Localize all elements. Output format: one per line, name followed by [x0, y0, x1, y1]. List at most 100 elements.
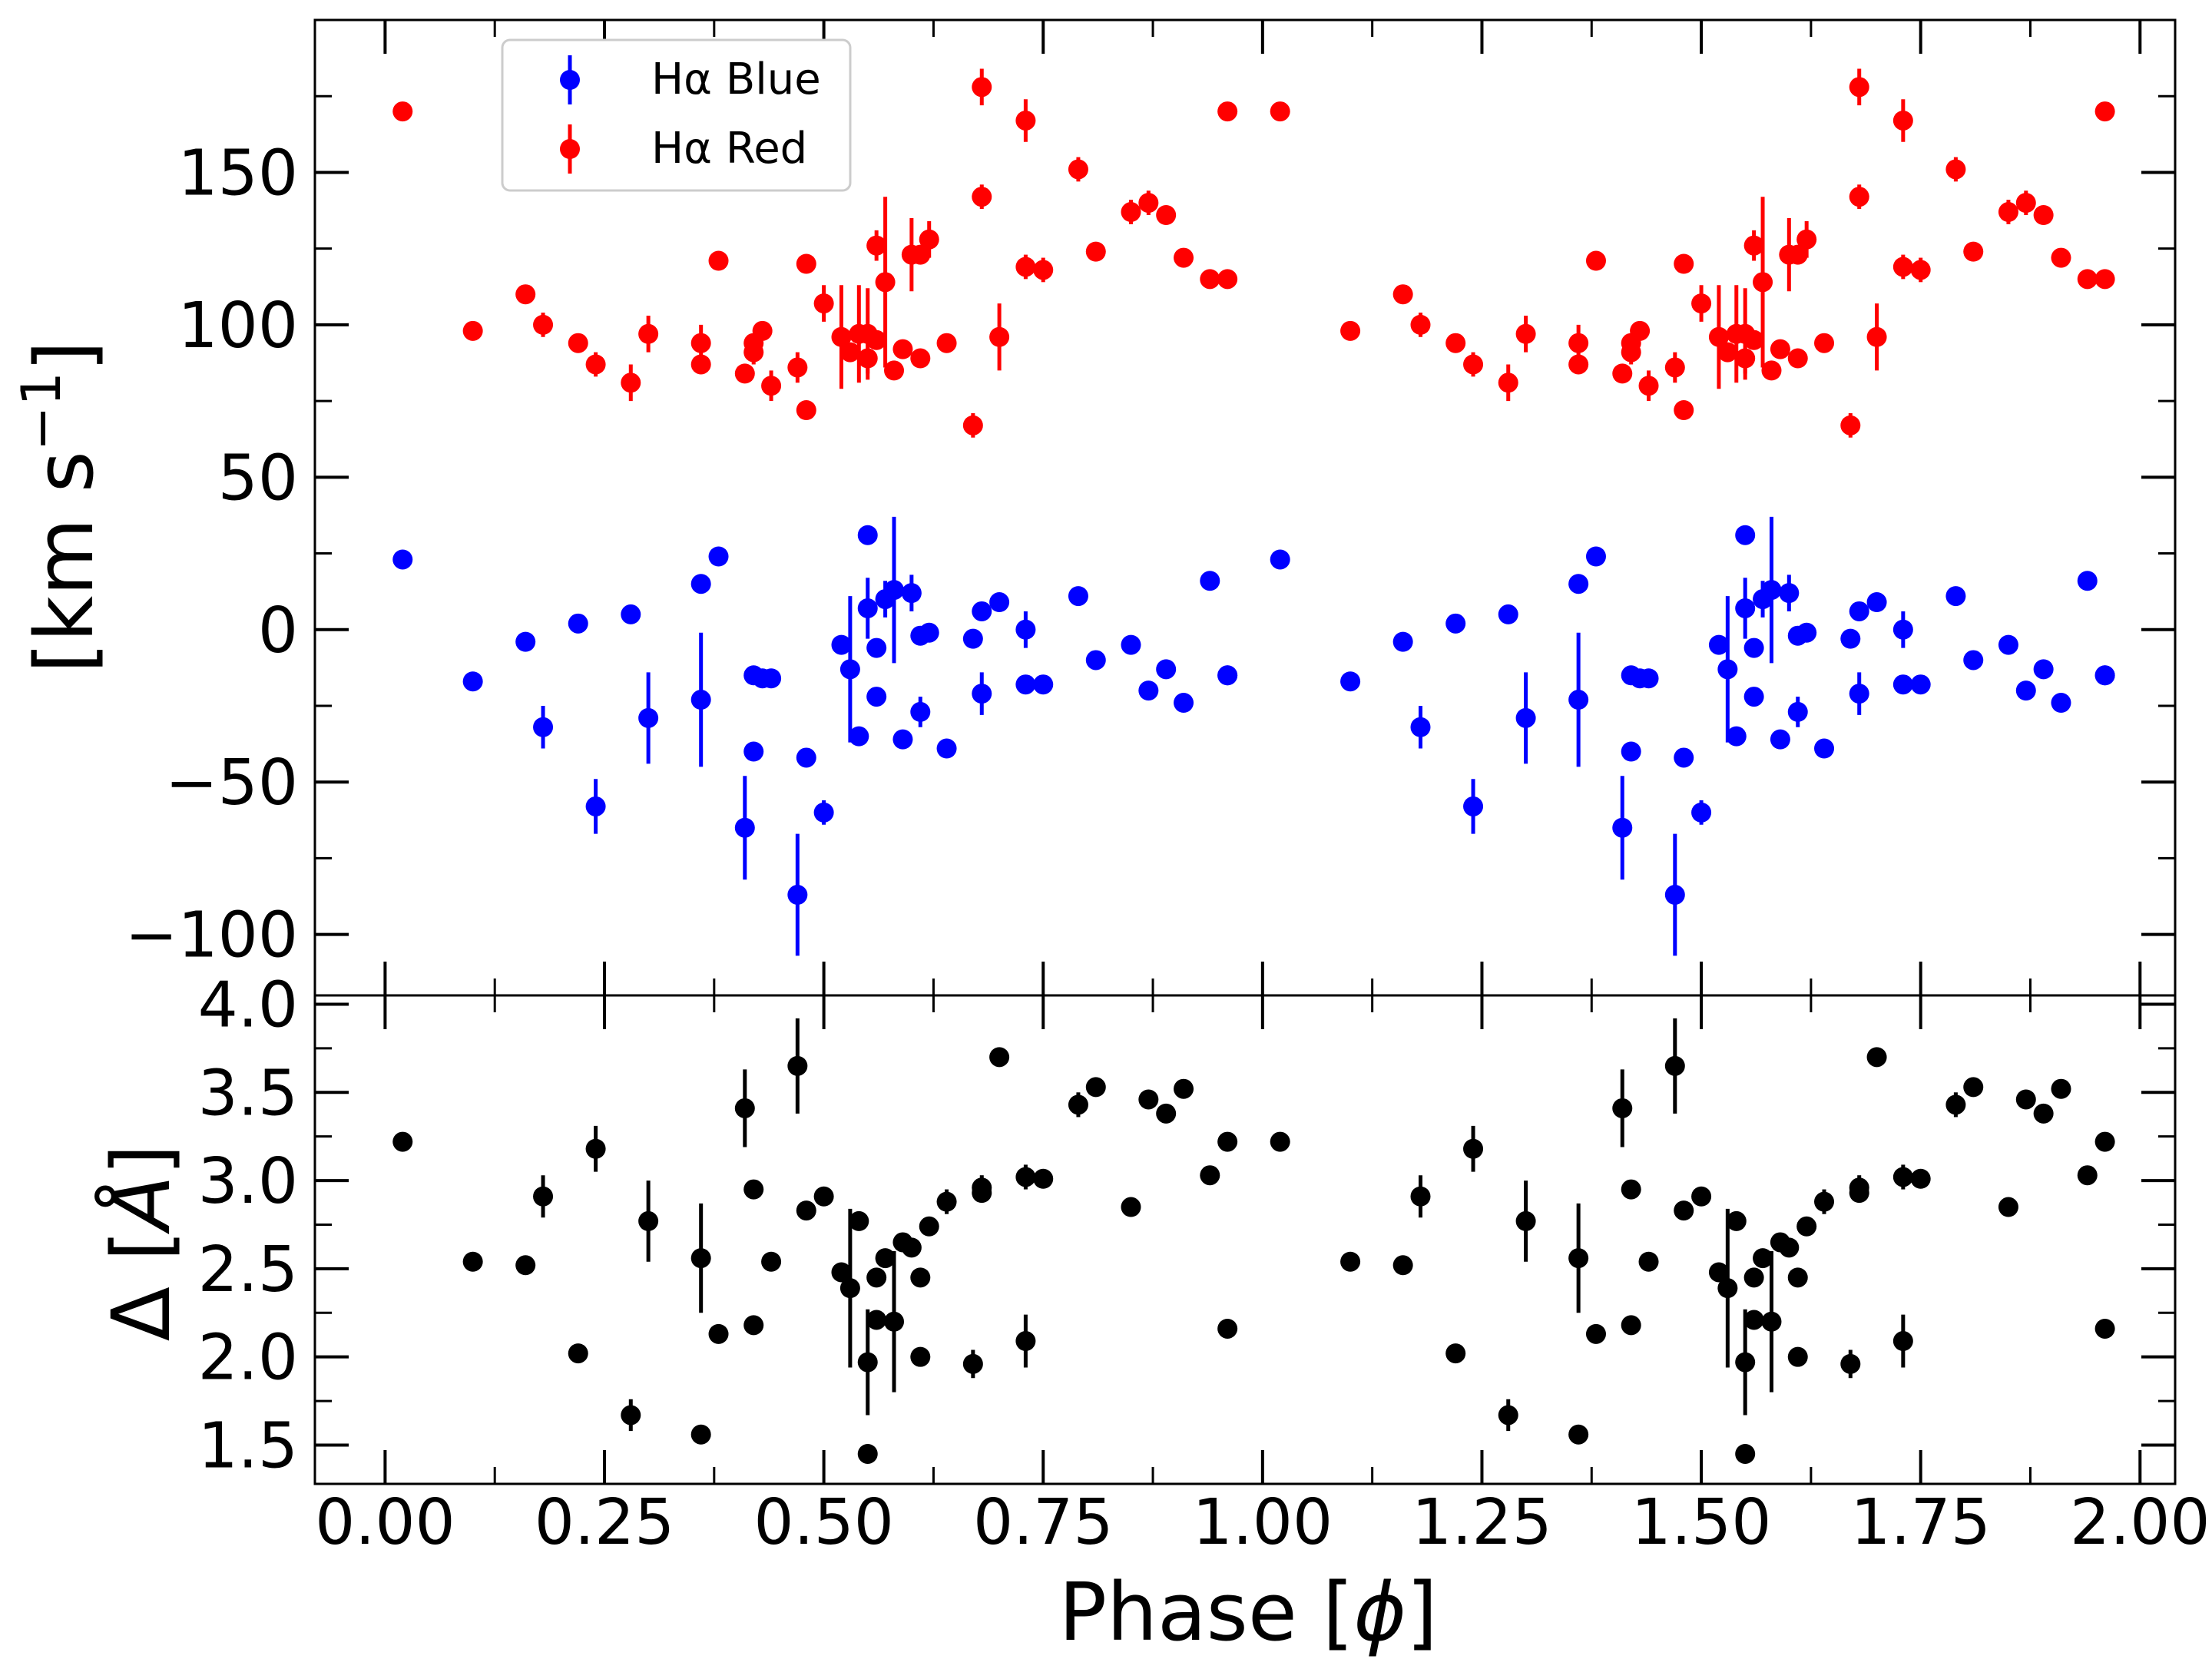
top-h-blue-point — [1568, 690, 1589, 710]
legend-frame — [501, 38, 852, 192]
top-h-red-point — [962, 415, 983, 435]
legend-red-marker — [560, 139, 580, 159]
top-h-red-point — [1392, 284, 1413, 305]
xtick-label: 0.75 — [973, 1486, 1114, 1559]
top-h-red-point — [1630, 320, 1651, 341]
top-h-red-point — [796, 400, 816, 420]
bottom-delta-point — [1945, 1094, 1966, 1115]
top-h-blue-point — [1708, 634, 1729, 655]
bottom-delta-point — [392, 1131, 413, 1152]
top-h-red-point — [1674, 400, 1694, 420]
top-h-blue-point — [1270, 549, 1290, 570]
top-h-red-point — [2033, 205, 2054, 225]
top-h-red-point — [1743, 235, 1764, 256]
bottom-delta-point — [2094, 1131, 2115, 1152]
top-h-blue-point — [884, 580, 905, 601]
bottom-delta-point — [839, 1278, 860, 1299]
bottom-delta-point — [831, 1262, 852, 1283]
top-h-blue-point — [392, 549, 413, 570]
bottom-delta-point — [866, 1267, 887, 1288]
top-panel: −100 −50 0 50 100 150 — [125, 18, 2177, 997]
top-h-red-point — [910, 348, 931, 369]
top-h-red-point — [1708, 326, 1729, 347]
bottom-delta-point — [1138, 1089, 1159, 1110]
top-h-blue-point — [866, 637, 887, 658]
top-h-blue-point — [1156, 659, 1177, 680]
bottom-delta-point — [1410, 1186, 1431, 1207]
legend-entry-blue: Hα Blue — [560, 55, 821, 104]
top-h-red-point — [1743, 329, 1764, 350]
bottom-panel: 1.5 2.0 2.5 3.0 3.5 4.0 0.00 0.25 0.50 0.75 1.00 1.… — [198, 969, 2210, 1559]
top-h-blue-point — [621, 604, 641, 624]
bottom-delta-point — [690, 1424, 711, 1445]
top-h-red-point — [638, 323, 659, 344]
top-h-red-point — [761, 376, 782, 396]
top-h-blue-point — [1674, 747, 1694, 768]
bottom-delta-point — [1717, 1278, 1738, 1299]
bottom-delta-point — [734, 1098, 755, 1118]
legend: Hα Blue Hα Red — [501, 38, 852, 192]
bottom-delta-point — [1200, 1165, 1220, 1186]
top-h-red-point — [1892, 110, 1913, 131]
bottom-delta-point — [743, 1315, 764, 1336]
bottom-ytick-label: 2.5 — [198, 1233, 298, 1306]
top-h-red-point — [1515, 323, 1536, 344]
top-h-blue-point — [1770, 729, 1790, 750]
top-h-blue-point — [1121, 634, 1141, 655]
top-h-blue-point — [1445, 613, 1466, 634]
bottom-delta-point — [1392, 1255, 1413, 1276]
top-h-blue-point — [1796, 622, 1817, 643]
x-axis-label: Phase [ϕ] — [1058, 1565, 1437, 1659]
top-h-blue-point — [2077, 571, 2098, 591]
top-h-red-point — [2077, 269, 2098, 290]
bottom-delta-point — [1085, 1077, 1106, 1098]
top-h-red-point — [1691, 293, 1712, 314]
top-h-blue-point — [1033, 674, 1054, 695]
top-h-blue-point — [796, 747, 816, 768]
top-h-red-point — [1998, 202, 2018, 223]
top-h-blue-point — [585, 796, 606, 816]
bottom-delta-point — [2094, 1318, 2115, 1339]
top-h-red-point — [568, 333, 588, 353]
legend-blue-label: Hα Blue — [651, 55, 821, 104]
xtick-label: 1.25 — [1412, 1486, 1552, 1559]
top-h-blue-point — [1568, 574, 1589, 594]
top-h-blue-point — [849, 726, 869, 747]
top-h-blue-point — [892, 729, 913, 750]
top-h-blue-point — [1621, 741, 1641, 762]
top-h-blue-point — [1743, 687, 1764, 707]
bottom-delta-point — [1735, 1443, 1756, 1464]
bottom-delta-point — [638, 1210, 659, 1231]
bottom-ytick-label: 1.5 — [198, 1409, 298, 1482]
bottom-delta-point — [1015, 1167, 1036, 1187]
top-h-blue-point — [919, 622, 939, 643]
top-h-blue-point — [1814, 738, 1835, 759]
top-h-red-point — [1174, 247, 1194, 268]
bottom-delta-point — [849, 1210, 869, 1231]
top-h-red-point — [392, 101, 413, 122]
top-h-red-point — [884, 360, 905, 381]
top-h-red-point — [1410, 314, 1431, 335]
top-h-red-point — [1068, 159, 1088, 180]
legend-blue-marker — [560, 70, 580, 90]
top-h-red-point — [1849, 187, 1869, 207]
bottom-delta-point — [1121, 1197, 1141, 1217]
top-h-blue-point — [1735, 525, 1756, 545]
bottom-delta-point — [1498, 1405, 1518, 1426]
top-h-blue-point — [1463, 796, 1484, 816]
xtick-label: 2.00 — [2070, 1486, 2210, 1559]
top-h-red-point — [1849, 77, 1869, 98]
top-h-blue-point — [1340, 671, 1361, 692]
y-axis-label-bottom: Δ [Å] — [94, 1144, 188, 1342]
bottom-delta-point — [1779, 1237, 1800, 1258]
top-h-blue-point — [1761, 580, 1782, 601]
bottom-delta-point — [1743, 1267, 1764, 1288]
top-h-blue-point — [839, 659, 860, 680]
top-h-red-point — [1085, 241, 1106, 262]
top-h-blue-point — [857, 525, 878, 545]
top-h-red-point — [1787, 244, 1808, 265]
top-h-blue-point — [962, 628, 983, 649]
bottom-delta-point — [1568, 1424, 1589, 1445]
bottom-delta-point — [1761, 1311, 1782, 1332]
bottom-delta-point — [972, 1177, 992, 1198]
